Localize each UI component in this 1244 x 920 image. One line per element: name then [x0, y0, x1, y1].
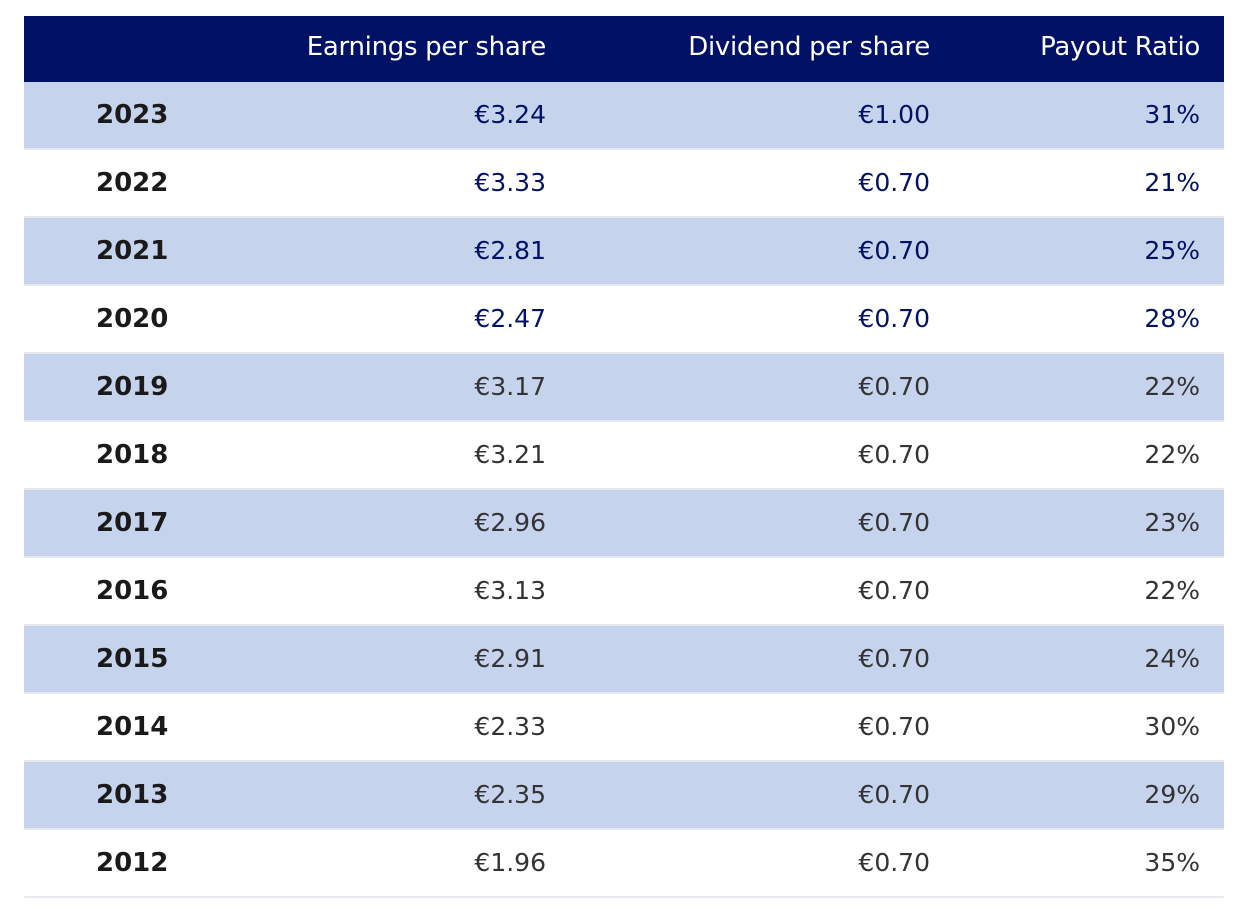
header-dividend-per-share: Dividend per share [688, 32, 930, 62]
row-payout-ratio: 31% [1144, 100, 1200, 129]
header-earnings-per-share: Earnings per share [306, 32, 547, 62]
table-body: 2023 €3.24 €1.00 31% 2022 €3.33 €0.70 21% 2021 €2… [24, 82, 1224, 898]
row-year: 2015 [96, 644, 169, 674]
row-dividend-per-share: €0.70 [858, 644, 930, 673]
row-year: 2019 [96, 372, 169, 402]
row-year: 2014 [96, 712, 169, 742]
row-earnings-per-share: €3.21 [474, 440, 546, 469]
row-dividend-per-share: €0.70 [858, 372, 930, 401]
row-earnings-per-share: €2.33 [474, 712, 546, 741]
row-dividend-per-share: €0.70 [858, 304, 930, 333]
row-dividend-per-share: €0.70 [858, 780, 930, 809]
row-dividend-per-share: €0.70 [858, 236, 930, 265]
table-row: 2016 €3.13 €0.70 22% [24, 558, 1224, 626]
row-year: 2012 [96, 848, 169, 878]
row-payout-ratio: 25% [1144, 236, 1200, 265]
row-payout-ratio: 22% [1144, 372, 1200, 401]
row-dividend-per-share: €0.70 [858, 576, 930, 605]
row-year: 2020 [96, 304, 169, 334]
row-earnings-per-share: €2.91 [474, 644, 546, 673]
row-payout-ratio: 35% [1144, 848, 1200, 877]
row-year: 2018 [96, 440, 169, 470]
header-payout-ratio: Payout Ratio [1040, 32, 1200, 62]
table-row: 2020 €2.47 €0.70 28% [24, 286, 1224, 354]
row-payout-ratio: 29% [1144, 780, 1200, 809]
row-dividend-per-share: €0.70 [858, 848, 930, 877]
table-row: 2018 €3.21 €0.70 22% [24, 422, 1224, 490]
row-earnings-per-share: €2.35 [474, 780, 546, 809]
table-row: 2017 €2.96 €0.70 23% [24, 490, 1224, 558]
table-row: 2019 €3.17 €0.70 22% [24, 354, 1224, 422]
row-payout-ratio: 30% [1144, 712, 1200, 741]
row-dividend-per-share: €1.00 [858, 100, 930, 129]
dividend-table: Earnings per share Dividend per share Pa… [24, 16, 1224, 898]
table-row: 2012 €1.96 €0.70 35% [24, 830, 1224, 898]
row-payout-ratio: 22% [1144, 440, 1200, 469]
row-year: 2013 [96, 780, 169, 810]
row-earnings-per-share: €2.81 [474, 236, 546, 265]
row-payout-ratio: 28% [1144, 304, 1200, 333]
row-dividend-per-share: €0.70 [858, 168, 930, 197]
row-earnings-per-share: €3.17 [474, 372, 546, 401]
row-payout-ratio: 21% [1144, 168, 1200, 197]
table-row: 2022 €3.33 €0.70 21% [24, 150, 1224, 218]
row-earnings-per-share: €2.47 [474, 304, 546, 333]
row-dividend-per-share: €0.70 [858, 712, 930, 741]
table-row: 2013 €2.35 €0.70 29% [24, 762, 1224, 830]
row-earnings-per-share: €3.24 [474, 100, 546, 129]
row-payout-ratio: 22% [1144, 576, 1200, 605]
row-year: 2022 [96, 168, 169, 198]
row-year: 2017 [96, 508, 169, 538]
table-row: 2015 €2.91 €0.70 24% [24, 626, 1224, 694]
row-earnings-per-share: €1.96 [474, 848, 546, 877]
row-dividend-per-share: €0.70 [858, 508, 930, 537]
table-row: 2021 €2.81 €0.70 25% [24, 218, 1224, 286]
table-header-row: Earnings per share Dividend per share Pa… [24, 16, 1224, 82]
row-dividend-per-share: €0.70 [858, 440, 930, 469]
row-earnings-per-share: €3.33 [474, 168, 546, 197]
row-year: 2016 [96, 576, 169, 606]
row-year: 2023 [96, 100, 169, 130]
table-row: 2023 €3.24 €1.00 31% [24, 82, 1224, 150]
table-row: 2014 €2.33 €0.70 30% [24, 694, 1224, 762]
row-payout-ratio: 23% [1144, 508, 1200, 537]
row-earnings-per-share: €2.96 [474, 508, 546, 537]
row-payout-ratio: 24% [1144, 644, 1200, 673]
row-year: 2021 [96, 236, 169, 266]
row-earnings-per-share: €3.13 [474, 576, 546, 605]
